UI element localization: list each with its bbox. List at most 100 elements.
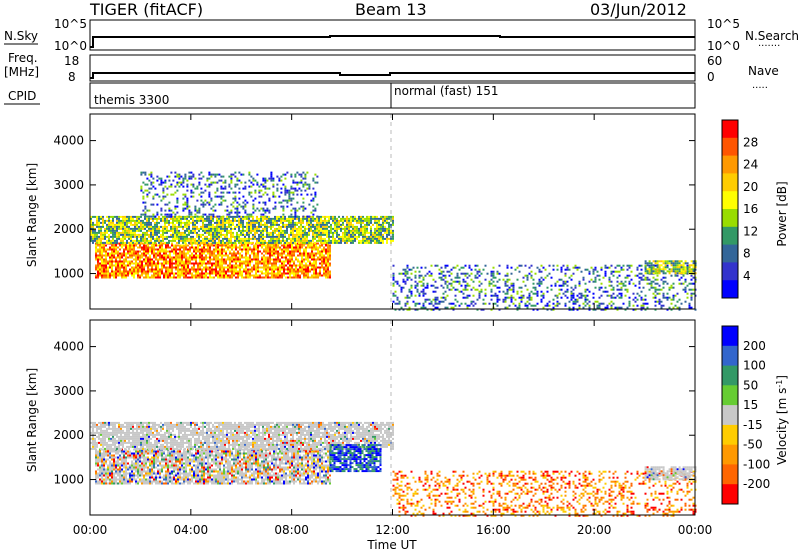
power-cell (498, 298, 501, 301)
power-cell (252, 229, 254, 232)
power-cell (274, 201, 277, 204)
power-cell (324, 227, 326, 230)
power-cell (518, 296, 521, 299)
power-cell (261, 262, 263, 265)
power-cell (366, 219, 368, 222)
power-cell (360, 217, 362, 220)
power-cell (309, 276, 311, 279)
power-cell (526, 304, 529, 307)
power-cell (237, 260, 239, 263)
power-cell (226, 209, 229, 212)
power-cell (520, 296, 523, 299)
power-cell (490, 308, 493, 311)
power-cell (107, 262, 109, 265)
power-cell (248, 193, 251, 196)
power-cell (198, 229, 200, 232)
power-cell (321, 256, 323, 259)
power-cell (319, 254, 321, 257)
power-cell (326, 231, 328, 234)
power-cell (332, 217, 334, 220)
power-cell (115, 252, 117, 255)
power-cell (144, 221, 146, 224)
power-cell (247, 270, 249, 273)
power-cell (494, 276, 497, 279)
power-cell (518, 302, 521, 305)
power-cell (154, 231, 156, 234)
power-cell (271, 270, 273, 273)
power-cell (239, 266, 241, 269)
power-cell (165, 272, 167, 275)
power-cell (390, 231, 392, 234)
power-cell (160, 239, 162, 242)
power-cell (193, 248, 195, 251)
power-cell (136, 227, 138, 230)
power-cell (231, 248, 233, 251)
power-cell (152, 177, 155, 180)
power-cell (92, 239, 94, 242)
power-cell (201, 262, 203, 265)
power-cell (265, 246, 267, 249)
power-cell (261, 266, 263, 269)
power-cell (464, 296, 467, 299)
power-cell (402, 268, 405, 271)
power-cell (304, 217, 306, 220)
power-cell (322, 227, 324, 230)
power-cell (262, 179, 265, 182)
power-cell (318, 223, 320, 226)
power-cell (636, 268, 639, 271)
power-cell (550, 276, 553, 279)
power-cell (105, 266, 107, 269)
power-cell (179, 268, 181, 271)
power-cell (178, 185, 181, 188)
power-cell (166, 227, 168, 230)
power-cell (126, 221, 128, 224)
power-cell (160, 177, 163, 180)
power-cell (610, 264, 613, 267)
power-cell (293, 260, 295, 263)
power-cell (305, 254, 307, 257)
power-cell (222, 237, 224, 240)
power-cell (400, 290, 403, 293)
power-cell (133, 274, 135, 277)
power-cell (280, 233, 282, 236)
power-cell (325, 260, 327, 263)
power-cell (148, 223, 150, 226)
power-cell (308, 221, 310, 224)
power-cell (376, 225, 378, 228)
power-cell (278, 241, 280, 244)
power-cell (283, 268, 285, 271)
power-cell (287, 262, 289, 265)
power-cell (610, 296, 613, 299)
power-cell (610, 304, 613, 307)
power-cell (318, 233, 320, 236)
power-cell (280, 175, 283, 178)
power-cell (290, 185, 293, 188)
power-cell (336, 227, 338, 230)
power-cell (296, 235, 298, 238)
power-cell (354, 239, 356, 242)
power-cell (146, 193, 149, 196)
power-cell (117, 268, 119, 271)
power-cell (183, 266, 185, 269)
power-cell (418, 274, 421, 277)
power-cell (450, 278, 453, 281)
power-cell (208, 195, 211, 198)
power-cell (136, 241, 138, 244)
power-cell (478, 292, 481, 295)
power-cell (350, 215, 352, 218)
power-cell (304, 229, 306, 232)
power-cell (269, 244, 271, 247)
power-cell (279, 264, 281, 267)
power-cell (247, 252, 249, 255)
power-cell (308, 233, 310, 236)
power-cell (275, 244, 277, 247)
power-cell (330, 223, 332, 226)
power-cell (123, 264, 125, 267)
power-cell (139, 264, 141, 267)
power-cell (198, 177, 201, 180)
power-cell (492, 274, 495, 277)
power-cell (185, 256, 187, 259)
power-cell (283, 264, 285, 267)
power-cell (203, 262, 205, 265)
power-cell (190, 237, 192, 240)
